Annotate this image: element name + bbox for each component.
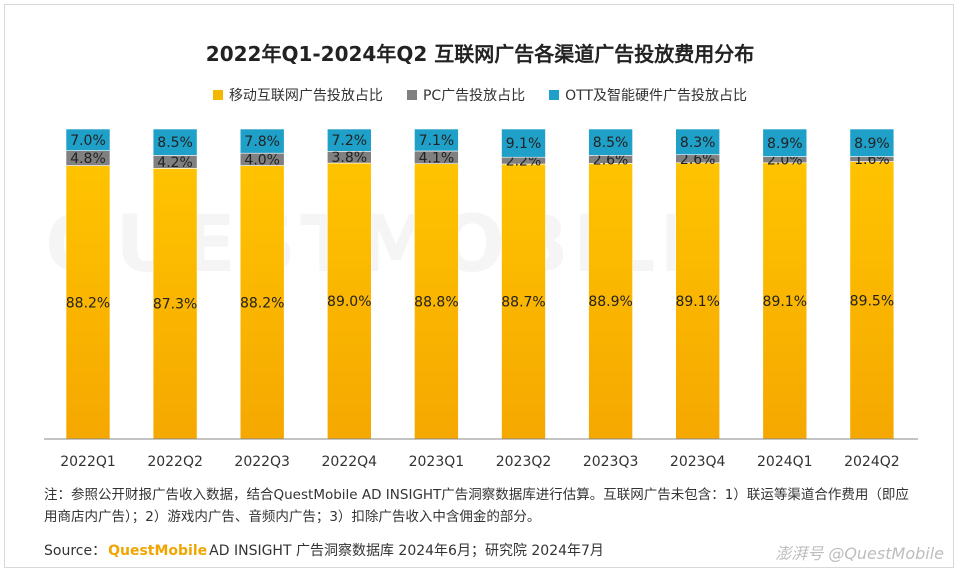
bar-ott-2022Q1	[65, 128, 111, 152]
footnote: 注：参照公开财报广告收入数据，结合QuestMobile AD INSIGHT广…	[44, 487, 909, 525]
source-prefix: Source：	[44, 543, 107, 559]
bar-ott-2022Q4	[326, 128, 372, 152]
data-label-pc-2022Q2: 4.2%	[157, 155, 193, 171]
x-tick-2022Q2: 2022Q2	[147, 454, 203, 470]
data-label-ott-2022Q4: 7.2%	[332, 133, 368, 149]
data-label-mobile-2022Q2: 87.3%	[153, 297, 197, 313]
data-label-ott-2023Q3: 8.5%	[593, 135, 629, 151]
bar-ott-2023Q4	[675, 128, 721, 156]
legend-label-pc: PC广告投放占比	[422, 88, 526, 104]
legend-swatch-mobile	[212, 90, 223, 100]
bar-ott-2022Q3	[239, 128, 285, 154]
data-label-pc-2023Q4: 2.6%	[680, 152, 716, 168]
source-rest: AD INSIGHT 广告洞察数据库 2024年6月；研究院 2024年7月	[209, 543, 604, 559]
data-label-mobile-2023Q4: 89.1%	[675, 294, 719, 310]
source-line: Source： QuestMobile AD INSIGHT 广告洞察数据库 2…	[44, 540, 604, 560]
bar-mobile-2024Q2	[849, 161, 895, 440]
data-label-pc-2023Q3: 2.6%	[593, 152, 629, 168]
data-label-ott-2022Q3: 7.8%	[244, 134, 280, 150]
data-label-mobile-2024Q1: 89.1%	[763, 294, 807, 310]
data-label-pc-2023Q1: 4.1%	[419, 150, 455, 166]
data-label-ott-2024Q1: 8.9%	[767, 136, 803, 152]
bars-group: 88.2% 4.8% 7.0% 87.3% 4.2% 8.5% 88.2% 4.0% 7.8% 8…	[65, 128, 895, 440]
x-tick-2024Q2: 2024Q2	[844, 454, 900, 470]
legend-item-pc: PC广告投放占比	[406, 85, 526, 105]
bar-ott-2024Q1	[762, 128, 808, 157]
bar-ott-2024Q2	[849, 128, 895, 157]
data-label-ott-2022Q1: 7.0%	[70, 133, 106, 149]
data-label-pc-2023Q2: 2.2%	[506, 154, 542, 170]
legend-label-mobile: 移动互联网广告投放占比	[228, 88, 383, 104]
data-label-mobile-2024Q2: 89.5%	[850, 293, 894, 309]
data-label-mobile-2023Q1: 88.8%	[414, 294, 458, 310]
legend-label-ott: OTT及智能硬件广告投放占比	[565, 88, 748, 104]
data-label-pc-2022Q4: 3.8%	[332, 150, 368, 166]
data-label-mobile-2022Q3: 88.2%	[240, 295, 284, 311]
bar-mobile-2022Q2	[152, 168, 198, 440]
x-tick-2023Q3: 2023Q3	[583, 454, 639, 470]
bar-mobile-2023Q2	[501, 163, 546, 440]
data-label-ott-2023Q4: 8.3%	[680, 135, 716, 151]
data-label-mobile-2023Q3: 88.9%	[588, 294, 632, 310]
chart-legend: 移动互联网广告投放占比 PC广告投放占比 OTT及智能硬件广告投放占比	[0, 85, 960, 105]
legend-swatch-ott	[549, 90, 560, 100]
data-label-pc-2022Q1: 4.8%	[70, 151, 106, 167]
bar-mobile-2023Q1	[414, 163, 459, 440]
chart-frame	[4, 4, 954, 568]
bar-ott-2023Q1	[414, 128, 459, 152]
bar-mobile-2023Q4	[675, 162, 721, 440]
x-tick-labels: 2022Q1 2022Q2 2022Q3 2022Q4 2023Q1 2023Q2 2023…	[60, 454, 899, 470]
x-tick-2023Q2: 2023Q2	[496, 454, 552, 470]
bar-mobile-2023Q3	[588, 163, 633, 440]
data-label-ott-2023Q1: 7.1%	[419, 133, 455, 149]
legend-item-mobile: 移动互联网广告投放占比	[212, 85, 383, 105]
bar-mobile-2022Q3	[239, 165, 285, 440]
bar-mobile-2022Q4	[326, 162, 372, 440]
chart-title: 2022年Q1-2024年Q2 互联网广告各渠道广告投放费用分布	[205, 42, 755, 66]
data-label-pc-2022Q3: 4.0%	[244, 152, 280, 168]
data-label-ott-2024Q2: 8.9%	[854, 136, 890, 152]
corner-watermark: 澎湃号 @QuestMobile	[775, 544, 944, 563]
data-label-mobile-2023Q2: 88.7%	[501, 295, 545, 311]
x-tick-2022Q4: 2022Q4	[322, 454, 378, 470]
data-label-mobile-2022Q4: 89.0%	[327, 294, 371, 310]
data-label-mobile-2022Q1: 88.2%	[66, 295, 110, 311]
legend-swatch-pc	[406, 90, 417, 100]
x-tick-2022Q3: 2022Q3	[234, 454, 290, 470]
x-tick-2022Q1: 2022Q1	[60, 454, 116, 470]
bar-mobile-2024Q1	[762, 162, 808, 440]
source-brand: QuestMobile	[108, 543, 208, 559]
data-label-ott-2023Q2: 9.1%	[506, 136, 542, 152]
bar-ott-2022Q2	[152, 128, 198, 156]
x-tick-2023Q4: 2023Q4	[670, 454, 726, 470]
bar-ott-2023Q2	[501, 128, 546, 158]
data-label-ott-2022Q2: 8.5%	[157, 135, 193, 151]
bar-ott-2023Q3	[588, 128, 633, 156]
legend-item-ott: OTT及智能硬件广告投放占比	[549, 85, 747, 105]
x-tick-2023Q1: 2023Q1	[409, 454, 465, 470]
x-tick-2024Q1: 2024Q1	[757, 454, 813, 470]
